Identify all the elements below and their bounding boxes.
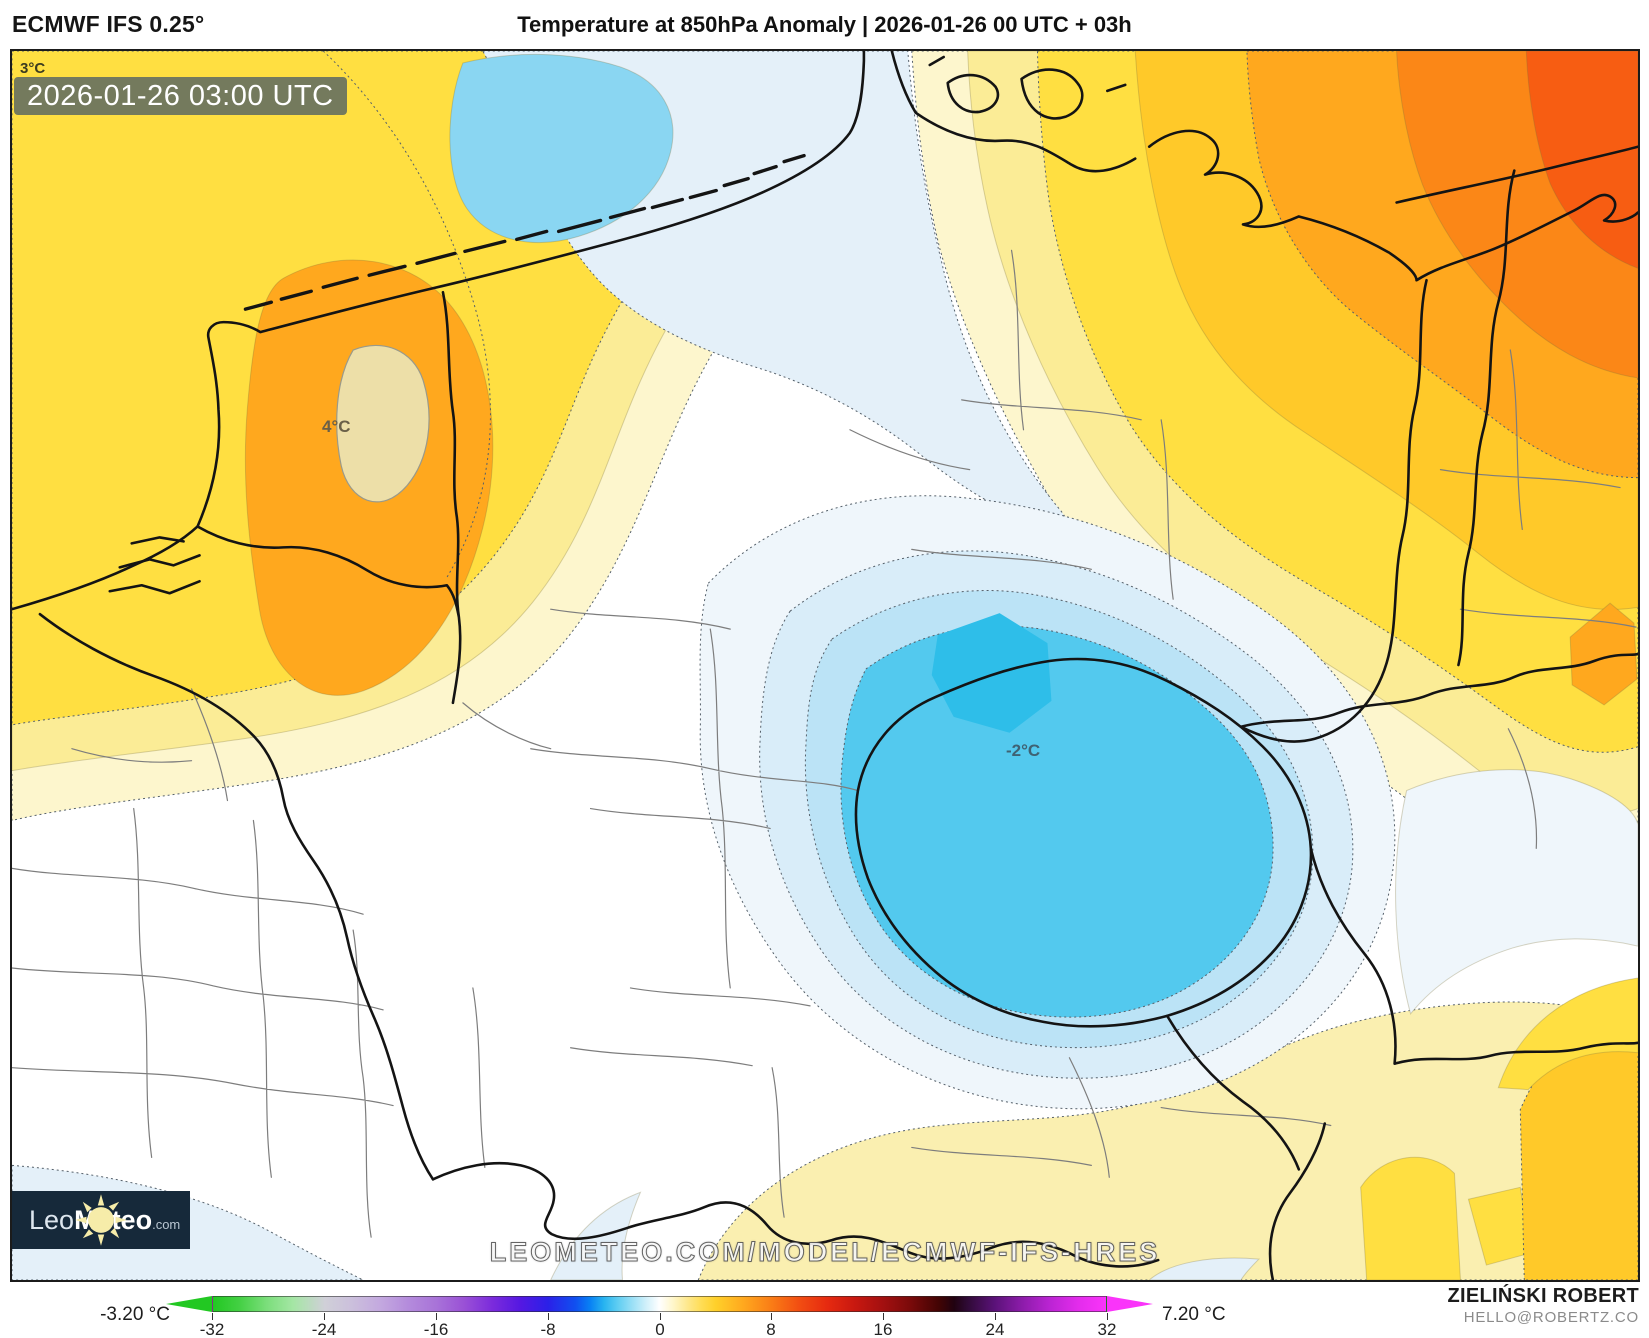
sun-icon: [75, 1194, 127, 1246]
tick-mark: [324, 1313, 325, 1320]
leometeo-logo: LeoMeteo.com: [12, 1191, 190, 1249]
tick-mark: [660, 1313, 661, 1320]
tick-mark: [212, 1313, 213, 1320]
tick-label: -8: [540, 1320, 556, 1338]
tick-label: -16: [423, 1320, 449, 1338]
legend-bar: -3.20 °C 7.20 °C -32 -24 -16 -8 0 8 16 2…: [0, 1282, 1649, 1338]
anomaly-label-netherlands: 4°C: [322, 417, 351, 436]
colorbar-arrow-left: [166, 1296, 212, 1312]
tick-mark: [995, 1313, 996, 1320]
tick-label: -24: [311, 1320, 337, 1338]
credit-contact: HELLO@ROBERTZ.CO: [1463, 1309, 1639, 1326]
tick-label: 16: [873, 1320, 893, 1338]
timestamp-badge: 2026-01-26 03:00 UTC: [14, 77, 347, 115]
tick-label: 24: [985, 1320, 1005, 1338]
anomaly-label-bohemia: -2°C: [1006, 741, 1041, 760]
anomaly-map-svg: [12, 51, 1638, 1280]
tick-label: 0: [655, 1320, 665, 1338]
logo-tld: .com: [152, 1216, 181, 1232]
tick-mark: [771, 1313, 772, 1320]
colorbar-gradient: [212, 1296, 1107, 1312]
header-bar: ECMWF IFS 0.25° Temperature at 850hPa An…: [0, 0, 1649, 49]
tick-mark: [1107, 1313, 1108, 1320]
colorbar-max-label: 7.20 °C: [1162, 1304, 1226, 1325]
watermark: LEOMETEO.COM/MODEL/ECMWF-IFS-HRES: [489, 1237, 1161, 1268]
tick-label: 32: [1097, 1320, 1117, 1338]
page-title: Temperature at 850hPa Anomaly | 2026-01-…: [517, 12, 1132, 37]
tick-mark: [548, 1313, 549, 1320]
credit-author: ZIELIŃSKI ROBERT: [1447, 1285, 1639, 1307]
tick-mark: [883, 1313, 884, 1320]
logo-leo: Leo: [29, 1204, 75, 1235]
colorbar-min-label: -3.20 °C: [100, 1304, 170, 1325]
model-label: ECMWF IFS 0.25°: [12, 11, 205, 37]
tick-label: 8: [766, 1320, 776, 1338]
map-canvas: 2026-01-26 03:00 UTC 3°C 4°C -2°C LEOMET…: [10, 49, 1640, 1282]
tick-label: -32: [199, 1320, 225, 1338]
anomaly-label-northwest: 3°C: [20, 60, 46, 77]
colorbar-arrow-right: [1107, 1296, 1153, 1312]
tick-mark: [436, 1313, 437, 1320]
